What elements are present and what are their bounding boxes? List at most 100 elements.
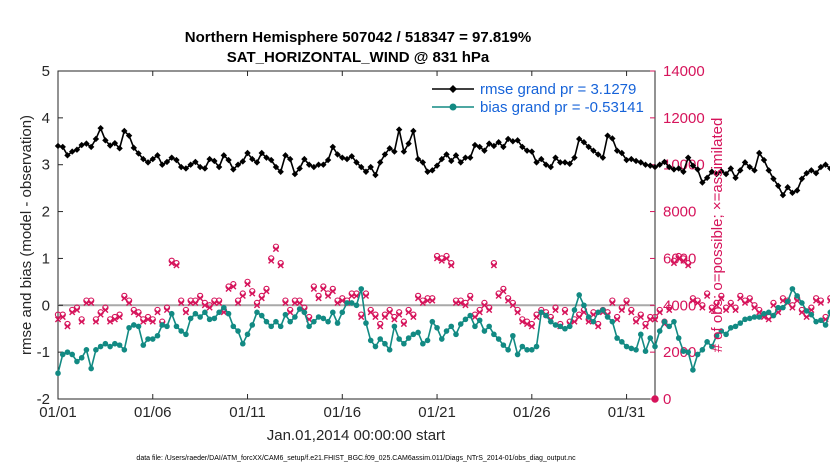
assimilated-obs-point [704,292,711,300]
rmse-point [305,161,313,168]
bias-point [107,343,113,350]
rmse-point [234,161,242,168]
assimilated-obs-point [651,316,659,323]
bias-point [500,342,507,348]
rmse-point [774,182,782,189]
assimilated-obs-point [490,262,497,269]
rmse-point [339,154,346,161]
bias-point [467,312,474,319]
rmse-point [509,138,517,145]
bias-point [803,308,810,314]
bias-point [675,335,682,341]
bias-point [434,324,440,331]
bias-point [438,336,445,342]
assimilated-obs-point [595,323,602,330]
rmse-point [253,159,261,166]
rmse-point [599,154,607,161]
bias-point [699,347,706,353]
rmse-point [789,189,796,197]
rmse-point [182,165,190,172]
assimilated-obs-point [73,306,81,314]
bias-point [524,347,530,353]
bias-point [74,358,80,365]
rmse-point [92,135,100,143]
rmse-point [419,159,427,166]
assimilated-obs-point [443,255,450,262]
rmse-point [585,143,592,151]
rmse-point [651,163,659,171]
bias-point [83,347,90,353]
bias-point [694,351,701,358]
assimilated-obs-point [206,304,213,311]
assimilated-obs-point [192,299,199,307]
assimilated-obs-point [272,245,280,253]
bias-point [476,317,483,324]
bias-point [64,349,71,355]
assimilated-obs-point [798,309,805,316]
bias-point [273,318,279,325]
rmse-point [656,161,663,168]
assimilated-obs-point [628,309,635,316]
bias-point [709,343,715,350]
rmse-point [277,168,284,175]
left-y-tick-label: 1 [42,250,50,267]
assimilated-obs-point [163,306,171,314]
rmse-point [244,149,251,157]
assimilated-obs-point [727,302,734,309]
rmse-point [647,162,654,169]
rmse-point [808,167,815,174]
rmse-point [272,163,280,171]
bias-point [102,340,109,347]
bias-point [296,306,303,312]
rmse-point [215,163,223,171]
bias-point [59,351,66,358]
bias-point [320,315,327,322]
assimilated-obs-point [140,318,147,325]
bias-point [424,337,431,344]
left-y-axis: -2 -1 0 1 2 3 4 5 [37,63,63,408]
rmse-point [87,143,95,151]
assimilated-obs-point [467,295,474,302]
bias-point [306,323,312,330]
bias-point [173,323,180,330]
assimilated-obs-point [405,309,412,316]
bias-point [325,318,331,325]
bias-point [576,292,582,298]
legend-rmse-label: rmse grand pr = 3.1279 [480,81,636,98]
assimilated-obs-point [239,292,246,300]
assimilated-obs-point [391,316,398,323]
bias-point [197,314,203,320]
left-y-tick-label: 5 [42,63,50,80]
assimilated-obs-point [225,285,232,292]
rmse-point [779,191,787,199]
x-axis-label: Jan.01,2014 00:00:00 start [267,427,446,444]
bias-point [457,321,464,327]
rmse-point [83,140,90,147]
assimilated-obs-point [670,260,678,267]
assimilated-obs-point [618,306,625,314]
bias-point [97,343,104,350]
bias-point [140,342,147,348]
rmse-point [225,156,232,164]
assimilated-obs-point [268,257,275,264]
assimilated-obs-point [362,292,370,300]
bias-point [159,322,166,328]
rmse-point [448,157,455,165]
assimilated-obs-point [348,292,355,300]
assimilated-obs-point [647,316,654,323]
right-y-tick-label: 12000 [663,110,705,127]
assimilated-obs-point [249,290,256,297]
assimilated-obs-point [258,295,265,302]
bias-point [519,343,526,350]
bias-point [784,298,791,305]
rmse-point [476,143,483,151]
left-y-tick-label: 4 [42,110,50,127]
assimilated-obs-point [415,295,422,302]
assimilated-obs-point [125,299,133,307]
assimilated-obs-point [528,323,535,330]
rmse-point [173,156,180,164]
bias-point [183,331,189,338]
bias-point [429,318,436,325]
rmse-point [54,142,62,150]
rmse-point [519,143,526,151]
